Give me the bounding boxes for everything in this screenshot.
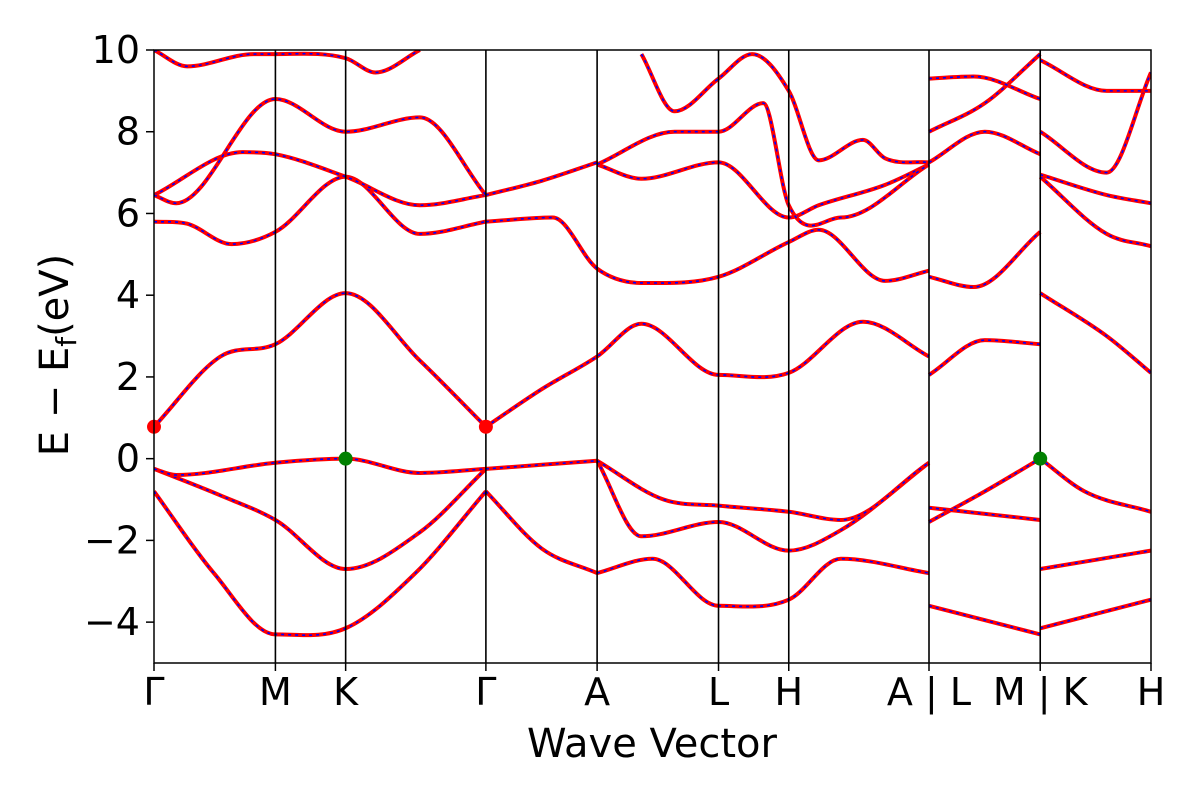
- band-line-dashed-1: [485, 490, 598, 574]
- band-line-11: [485, 215, 930, 286]
- x-tick-label-6: H: [774, 670, 803, 714]
- band-line-5: [595, 459, 931, 553]
- cbm-marker-1: [478, 419, 493, 434]
- band-line-dashed-10: [154, 175, 487, 245]
- x-tick-label-5: L: [708, 670, 729, 714]
- band-line-30: [1039, 291, 1151, 375]
- x-tick-label-2: K: [333, 670, 359, 714]
- band-line-dashed-3: [154, 468, 487, 570]
- bands-layer: [154, 50, 1151, 638]
- y-axis-label-main: E − E: [32, 347, 78, 457]
- y-axis-label: E − Ef(eV): [32, 254, 83, 457]
- band-line-8: [154, 291, 488, 429]
- band-line-23: [928, 230, 1042, 290]
- band-line-dashed-8: [154, 292, 487, 428]
- y-tick-label-2: 0: [116, 437, 140, 481]
- band-line-dashed-2: [596, 557, 930, 608]
- vbm-marker-3: [1033, 451, 1048, 466]
- band-line-dashed-0: [154, 490, 487, 637]
- plot-frame: [153, 49, 1152, 664]
- y-tick-label-6: 8: [116, 110, 140, 154]
- band-line-dashed-16: [596, 102, 930, 227]
- band-line-24: [928, 129, 1041, 165]
- band-line-1: [484, 489, 598, 575]
- band-line-22: [927, 338, 1041, 377]
- x-tick-label-1: M: [259, 670, 292, 714]
- band-line-dashed-18: [640, 53, 930, 164]
- x-tick-label-4: A: [584, 670, 610, 714]
- y-axis-label-unit: (eV): [32, 254, 78, 337]
- band-line-17: [154, 50, 421, 75]
- y-axis-ticks: −4 −2 0 2 4 6 8 10: [84, 28, 154, 644]
- band-line-10: [154, 174, 487, 247]
- band-line-dashed-14: [596, 161, 930, 219]
- band-line-dashed-31: [1039, 176, 1151, 247]
- x-tick-label-8: M | K: [993, 670, 1089, 715]
- x-tick-label-3: Γ: [475, 670, 496, 714]
- band-line-2: [596, 556, 930, 609]
- band-line-27: [1039, 457, 1151, 514]
- band-line-dashed-12: [154, 151, 487, 207]
- y-tick-label-4: 4: [116, 273, 140, 317]
- kpoint-lines: [274, 50, 1042, 663]
- band-line-12: [154, 150, 487, 208]
- band-line-dashed-23: [928, 231, 1041, 288]
- band-extrema-markers: [147, 419, 1048, 466]
- y-tick-label-5: 6: [116, 191, 140, 235]
- band-line-dashed-33: [1039, 72, 1151, 174]
- band-line-32: [1039, 172, 1151, 206]
- band-line-34: [1039, 58, 1151, 93]
- band-line-dashed-29: [1040, 598, 1151, 630]
- band-line-dashed-32: [1039, 173, 1151, 205]
- vbm-marker-2: [338, 451, 353, 466]
- band-line-dashed-13: [485, 161, 598, 196]
- y-tick-label-1: −2: [84, 518, 140, 562]
- band-line-dashed-11: [485, 216, 930, 284]
- band-line-dashed-34: [1039, 59, 1151, 92]
- band-line-dashed-4: [485, 459, 598, 470]
- x-tick-label-7: A | L: [887, 670, 971, 715]
- band-line-dashed-15: [154, 98, 487, 205]
- band-line-9: [484, 319, 930, 429]
- band-line-dashed-22: [928, 339, 1041, 376]
- band-line-dashed-5: [596, 460, 930, 552]
- band-line-dashed-27: [1039, 458, 1151, 513]
- band-line-15: [154, 97, 488, 206]
- y-tick-label-0: −4: [84, 600, 140, 644]
- band-line-dashed-28: [1040, 549, 1151, 570]
- band-line-25: [928, 52, 1042, 134]
- band-line-dashed-24: [928, 130, 1041, 164]
- band-line-26: [928, 74, 1041, 101]
- band-line-14: [596, 160, 930, 220]
- y-tick-label-7: 10: [92, 28, 140, 72]
- x-tick-label-0: Γ: [143, 670, 164, 714]
- band-line-dashed-20: [928, 506, 1041, 521]
- x-axis-label: Wave Vector: [527, 721, 778, 767]
- band-line-16: [596, 101, 931, 228]
- band-line-31: [1038, 175, 1151, 249]
- band-line-dashed-21: [928, 605, 1041, 636]
- band-line-dashed-9: [485, 320, 930, 428]
- band-line-dashed-6: [154, 457, 486, 476]
- band-line-dashed-7: [596, 460, 930, 521]
- y-tick-label-3: 2: [116, 355, 140, 399]
- band-line-7: [596, 458, 931, 522]
- band-line-dashed-30: [1039, 292, 1151, 374]
- band-line-dashed-19: [928, 457, 1041, 523]
- x-tick-label-9: H: [1137, 670, 1166, 714]
- band-line-0: [154, 490, 488, 638]
- y-axis-label-subscript: f: [50, 336, 83, 347]
- band-line-dashed-26: [928, 75, 1041, 100]
